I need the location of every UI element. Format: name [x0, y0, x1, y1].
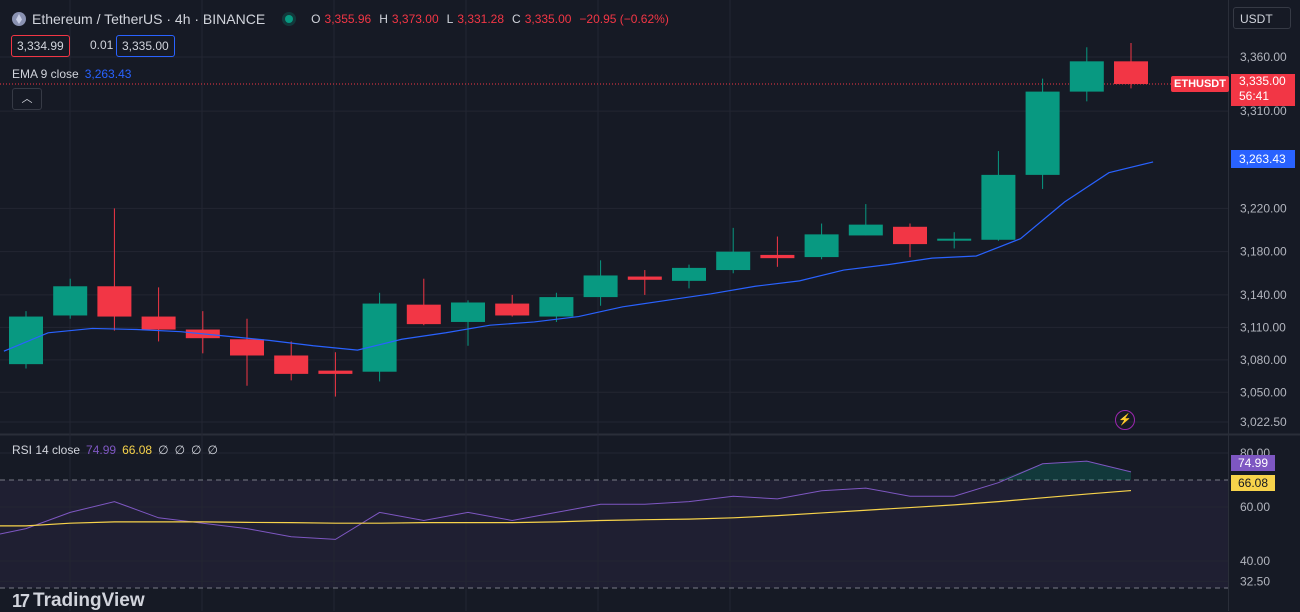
rsi-extra-3: ∅ — [191, 443, 202, 457]
price-tick-label: 3,360.00 — [1240, 50, 1287, 64]
rsi-extra-2: ∅ — [174, 443, 186, 457]
candle-body — [318, 370, 353, 374]
candle-body — [627, 276, 662, 280]
candle-body — [760, 254, 795, 259]
rsi-ma-legend-value: 66.08 — [122, 443, 153, 457]
price-tick-label: 3,050.00 — [1240, 385, 1287, 399]
ethereum-coin-icon — [12, 12, 26, 26]
candle-body — [9, 316, 43, 365]
candle-body — [716, 251, 751, 271]
price-tick-label: 3,180.00 — [1240, 245, 1287, 259]
rsi-band — [0, 480, 1228, 588]
ema-legend-value: 3,263.43 — [84, 67, 132, 81]
high-key: H — [379, 12, 388, 26]
candle-body — [981, 174, 1016, 240]
price-tick-label: 3,220.00 — [1240, 201, 1287, 215]
candle-body — [53, 286, 88, 316]
price-tick-label: 3,140.00 — [1240, 288, 1287, 302]
high-value: 3,373.00 — [391, 12, 439, 26]
bar-countdown: 56:41 — [1239, 89, 1270, 103]
candle-body — [141, 316, 176, 330]
rsi-axis-label: 74.99 — [1231, 455, 1275, 471]
lightning-icon[interactable]: ⚡ — [1115, 410, 1135, 430]
open-key: O — [311, 12, 321, 26]
rsi-legend-value: 74.99 — [86, 443, 117, 457]
rsi-overbought-fill — [26, 461, 1131, 480]
candle-body — [495, 303, 530, 316]
symbol-header[interactable]: Ethereum / TetherUS · 4h · BINANCE O 3,35… — [12, 9, 673, 29]
rsi-tick-label: 60.00 — [1240, 500, 1270, 514]
tradingview-mark: 17 — [12, 590, 30, 611]
candle-body — [937, 238, 972, 241]
close-key: C — [512, 12, 521, 26]
chevron-up-icon[interactable]: ︿ — [12, 88, 42, 110]
price-tick-label: 3,022.50 — [1240, 415, 1287, 429]
change-value: −20.95 (−0.62%) — [579, 12, 669, 26]
ohlc-values: O 3,355.96 H 3,373.00 L 3,331.28 C 3,335.00 … — [311, 12, 673, 26]
symbol-price-tag: ETHUSDT — [1171, 76, 1229, 92]
candle-body — [1069, 61, 1104, 92]
buy-price-button[interactable]: 3,335.00 — [116, 35, 175, 57]
ema-line — [3, 161, 1154, 352]
rsi-extra-4: ∅ — [207, 443, 218, 457]
rsi-tick-label: 32.50 — [1240, 574, 1270, 588]
ema-legend[interactable]: EMA 9 close 3,263.43 — [12, 67, 131, 81]
low-key: L — [446, 12, 454, 26]
candle-body — [451, 302, 485, 322]
candle-body — [1114, 61, 1148, 85]
candle-body — [1025, 91, 1060, 175]
candle-body — [539, 297, 574, 317]
sell-price-button[interactable]: 3,334.99 — [11, 35, 70, 57]
price-tick-label: 3,110.00 — [1240, 320, 1286, 334]
price-pane — [0, 0, 1228, 433]
price-tick-label: 3,080.00 — [1240, 353, 1287, 367]
rsi-legend-name: RSI 14 close — [12, 443, 81, 457]
candle-body — [97, 286, 132, 317]
rsi-tick-label: 40.00 — [1240, 554, 1270, 568]
rsi-extra-1: ∅ — [158, 443, 169, 457]
tradingview-logo: 17 TradingView — [12, 590, 145, 612]
last-price-label: 3,335.00 56:41 — [1231, 74, 1295, 106]
candle-body — [406, 304, 441, 325]
open-value: 3,355.96 — [324, 12, 372, 26]
last-price-value: 3,335.00 — [1239, 74, 1286, 88]
candle-body — [804, 234, 839, 258]
candle-body — [583, 275, 618, 298]
market-open-status-icon — [285, 15, 294, 23]
currency-select[interactable]: USDT — [1233, 7, 1291, 29]
candle-body — [274, 355, 309, 374]
tradingview-wordmark: TradingView — [33, 590, 145, 611]
ema-price-label: 3,263.43 — [1231, 150, 1295, 168]
rsi-line — [0, 460, 1132, 540]
close-value: 3,335.00 — [524, 12, 572, 26]
rsi-ma-line — [0, 489, 1132, 527]
candle-body — [848, 224, 883, 236]
rsi-legend[interactable]: RSI 14 close 74.99 66.08 ∅ ∅ ∅ ∅ — [12, 443, 218, 457]
candle-body — [672, 267, 706, 281]
candle-body — [893, 226, 927, 245]
ema-legend-name: EMA 9 close — [12, 67, 79, 81]
low-value: 3,331.28 — [457, 12, 505, 26]
symbol-title[interactable]: Ethereum / TetherUS · 4h · BINANCE — [32, 11, 266, 27]
price-tick-label: 3,310.00 — [1240, 104, 1287, 118]
candle-body — [362, 303, 397, 372]
rsi-ma-axis-label: 66.08 — [1231, 475, 1275, 491]
candle-body — [230, 339, 264, 356]
spread-value: 0.01 — [90, 38, 114, 52]
